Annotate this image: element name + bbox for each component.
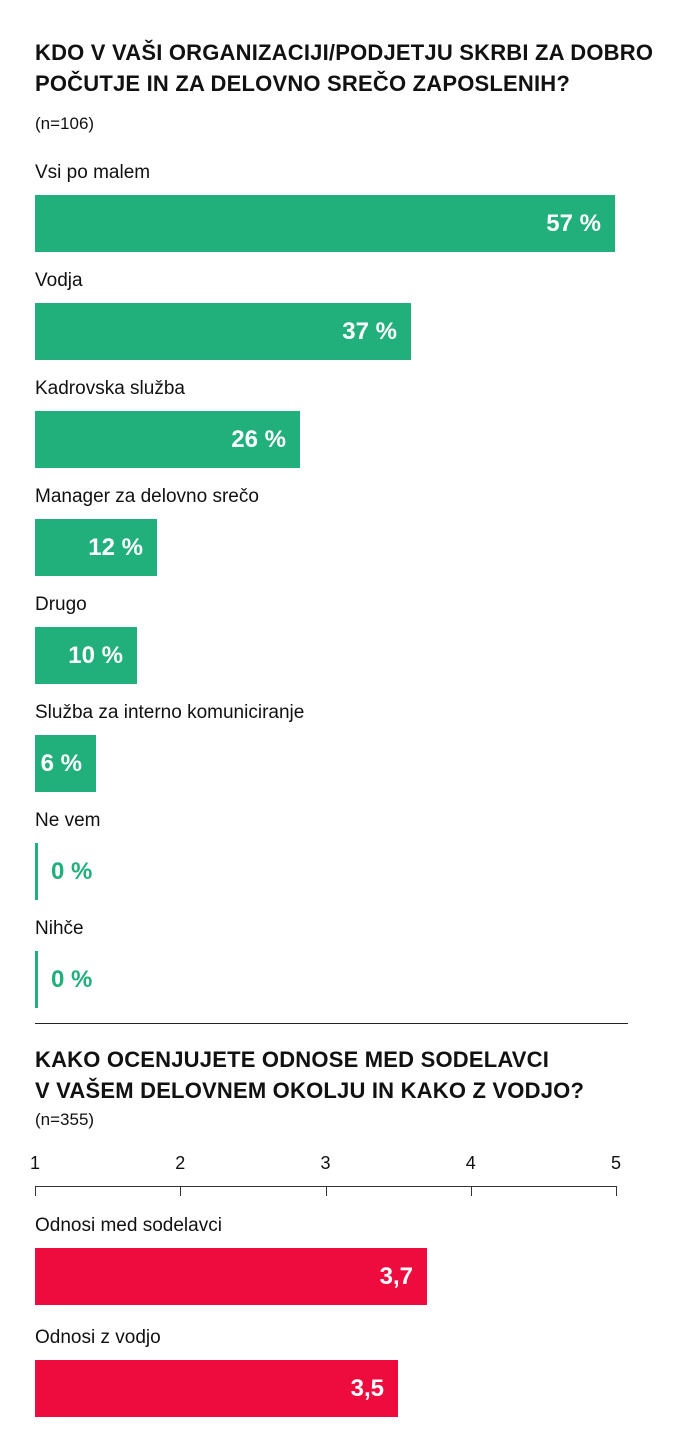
axis-tick-label: 1 [29, 1153, 40, 1173]
category-label: Kadrovska služba [35, 378, 185, 399]
bar [35, 1248, 427, 1305]
category-label: Odnosi z vodjo [35, 1327, 161, 1348]
chart2-axis-line [35, 1186, 616, 1187]
value-label: 37 % [342, 318, 397, 345]
value-label: 3,5 [350, 1375, 384, 1402]
axis-tick-label: 3 [320, 1153, 331, 1173]
bar [35, 411, 300, 468]
category-label: Manager za delovno srečo [35, 486, 259, 507]
axis-tick [326, 1186, 327, 1196]
value-label: 26 % [231, 426, 286, 453]
category-label: Odnosi med sodelavci [35, 1215, 222, 1236]
chart2-title-line2: V VAŠEM DELOVNEM OKOLJU IN KAKO Z VODJO? [35, 1078, 585, 1103]
value-label: 6 % [40, 750, 82, 777]
chart2-sample-size: (n=355) [35, 1110, 95, 1129]
chart1-title-line1: KDO V VAŠI ORGANIZACIJI/PODJETJU SKRBI Z… [35, 40, 654, 65]
value-label: 0 % [51, 966, 93, 993]
axis-tick-label: 5 [610, 1153, 621, 1173]
section-divider [35, 1023, 628, 1024]
category-label: Služba za interno komuniciranje [35, 702, 305, 723]
axis-tick [616, 1186, 617, 1196]
value-label: 12 % [88, 534, 143, 561]
category-label: Ne vem [35, 810, 101, 831]
chart1-sample-size: (n=106) [35, 114, 95, 133]
bar [35, 951, 38, 1008]
bar [35, 843, 38, 900]
chart2-title: KAKO OCENJUJETE ODNOSE MED SODELAVCI V V… [35, 1044, 655, 1106]
chart1-title: KDO V VAŠI ORGANIZACIJI/PODJETJU SKRBI Z… [35, 37, 655, 99]
category-label: Nihče [35, 918, 84, 939]
category-label: Drugo [35, 594, 87, 615]
bar [35, 1360, 398, 1417]
value-label: 3,7 [379, 1263, 413, 1290]
bar [35, 627, 137, 684]
category-label: Vodja [35, 270, 83, 291]
axis-tick [180, 1186, 181, 1196]
bar [35, 303, 411, 360]
axis-tick-label: 2 [175, 1153, 186, 1173]
value-label: 0 % [51, 858, 93, 885]
bar [35, 735, 96, 792]
axis-tick [35, 1186, 36, 1196]
category-label: Vsi po malem [35, 162, 151, 183]
chart2-title-line1: KAKO OCENJUJETE ODNOSE MED SODELAVCI [35, 1047, 550, 1072]
chart1-title-line2: POČUTJE IN ZA DELOVNO SREČO ZAPOSLENIH? [35, 71, 571, 96]
bar [35, 195, 615, 252]
axis-tick [471, 1186, 472, 1196]
axis-tick-label: 4 [465, 1153, 476, 1173]
bar [35, 519, 157, 576]
value-label: 10 % [68, 642, 123, 669]
value-label: 57 % [546, 210, 601, 237]
